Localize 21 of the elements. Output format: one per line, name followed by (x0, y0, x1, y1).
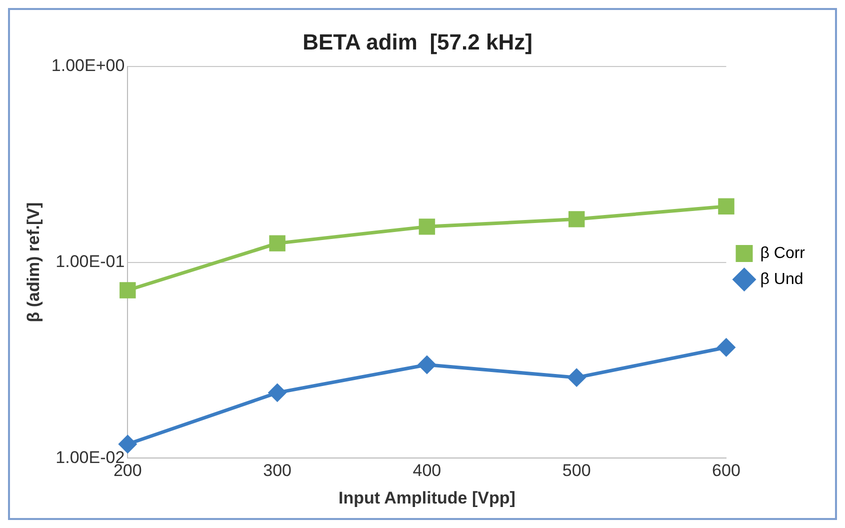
y-tick-label: 1.00E-01 (56, 252, 125, 271)
chart-title: BETA adim [57.2 kHz] (302, 29, 532, 54)
legend-label: β Und (760, 270, 804, 288)
y-axis-title: β (adim) ref.[V] (24, 202, 43, 322)
point (718, 198, 734, 214)
point (568, 368, 586, 386)
point (418, 218, 436, 235)
point (120, 282, 136, 298)
point (568, 211, 585, 228)
x-axis-title: Input Amplitude [Vpp] (338, 488, 516, 508)
x-tick-label: 500 (562, 461, 591, 480)
y-tick-label: 1.00E+00 (51, 56, 125, 76)
point (418, 356, 436, 374)
point (269, 235, 286, 252)
point (118, 435, 136, 453)
x-tick-label: 300 (263, 461, 292, 480)
point (268, 384, 286, 402)
point (717, 338, 735, 356)
x-tick-label: 600 (712, 461, 740, 480)
x-tick-label: 400 (412, 461, 442, 480)
legend-label: β Corr (760, 244, 806, 262)
